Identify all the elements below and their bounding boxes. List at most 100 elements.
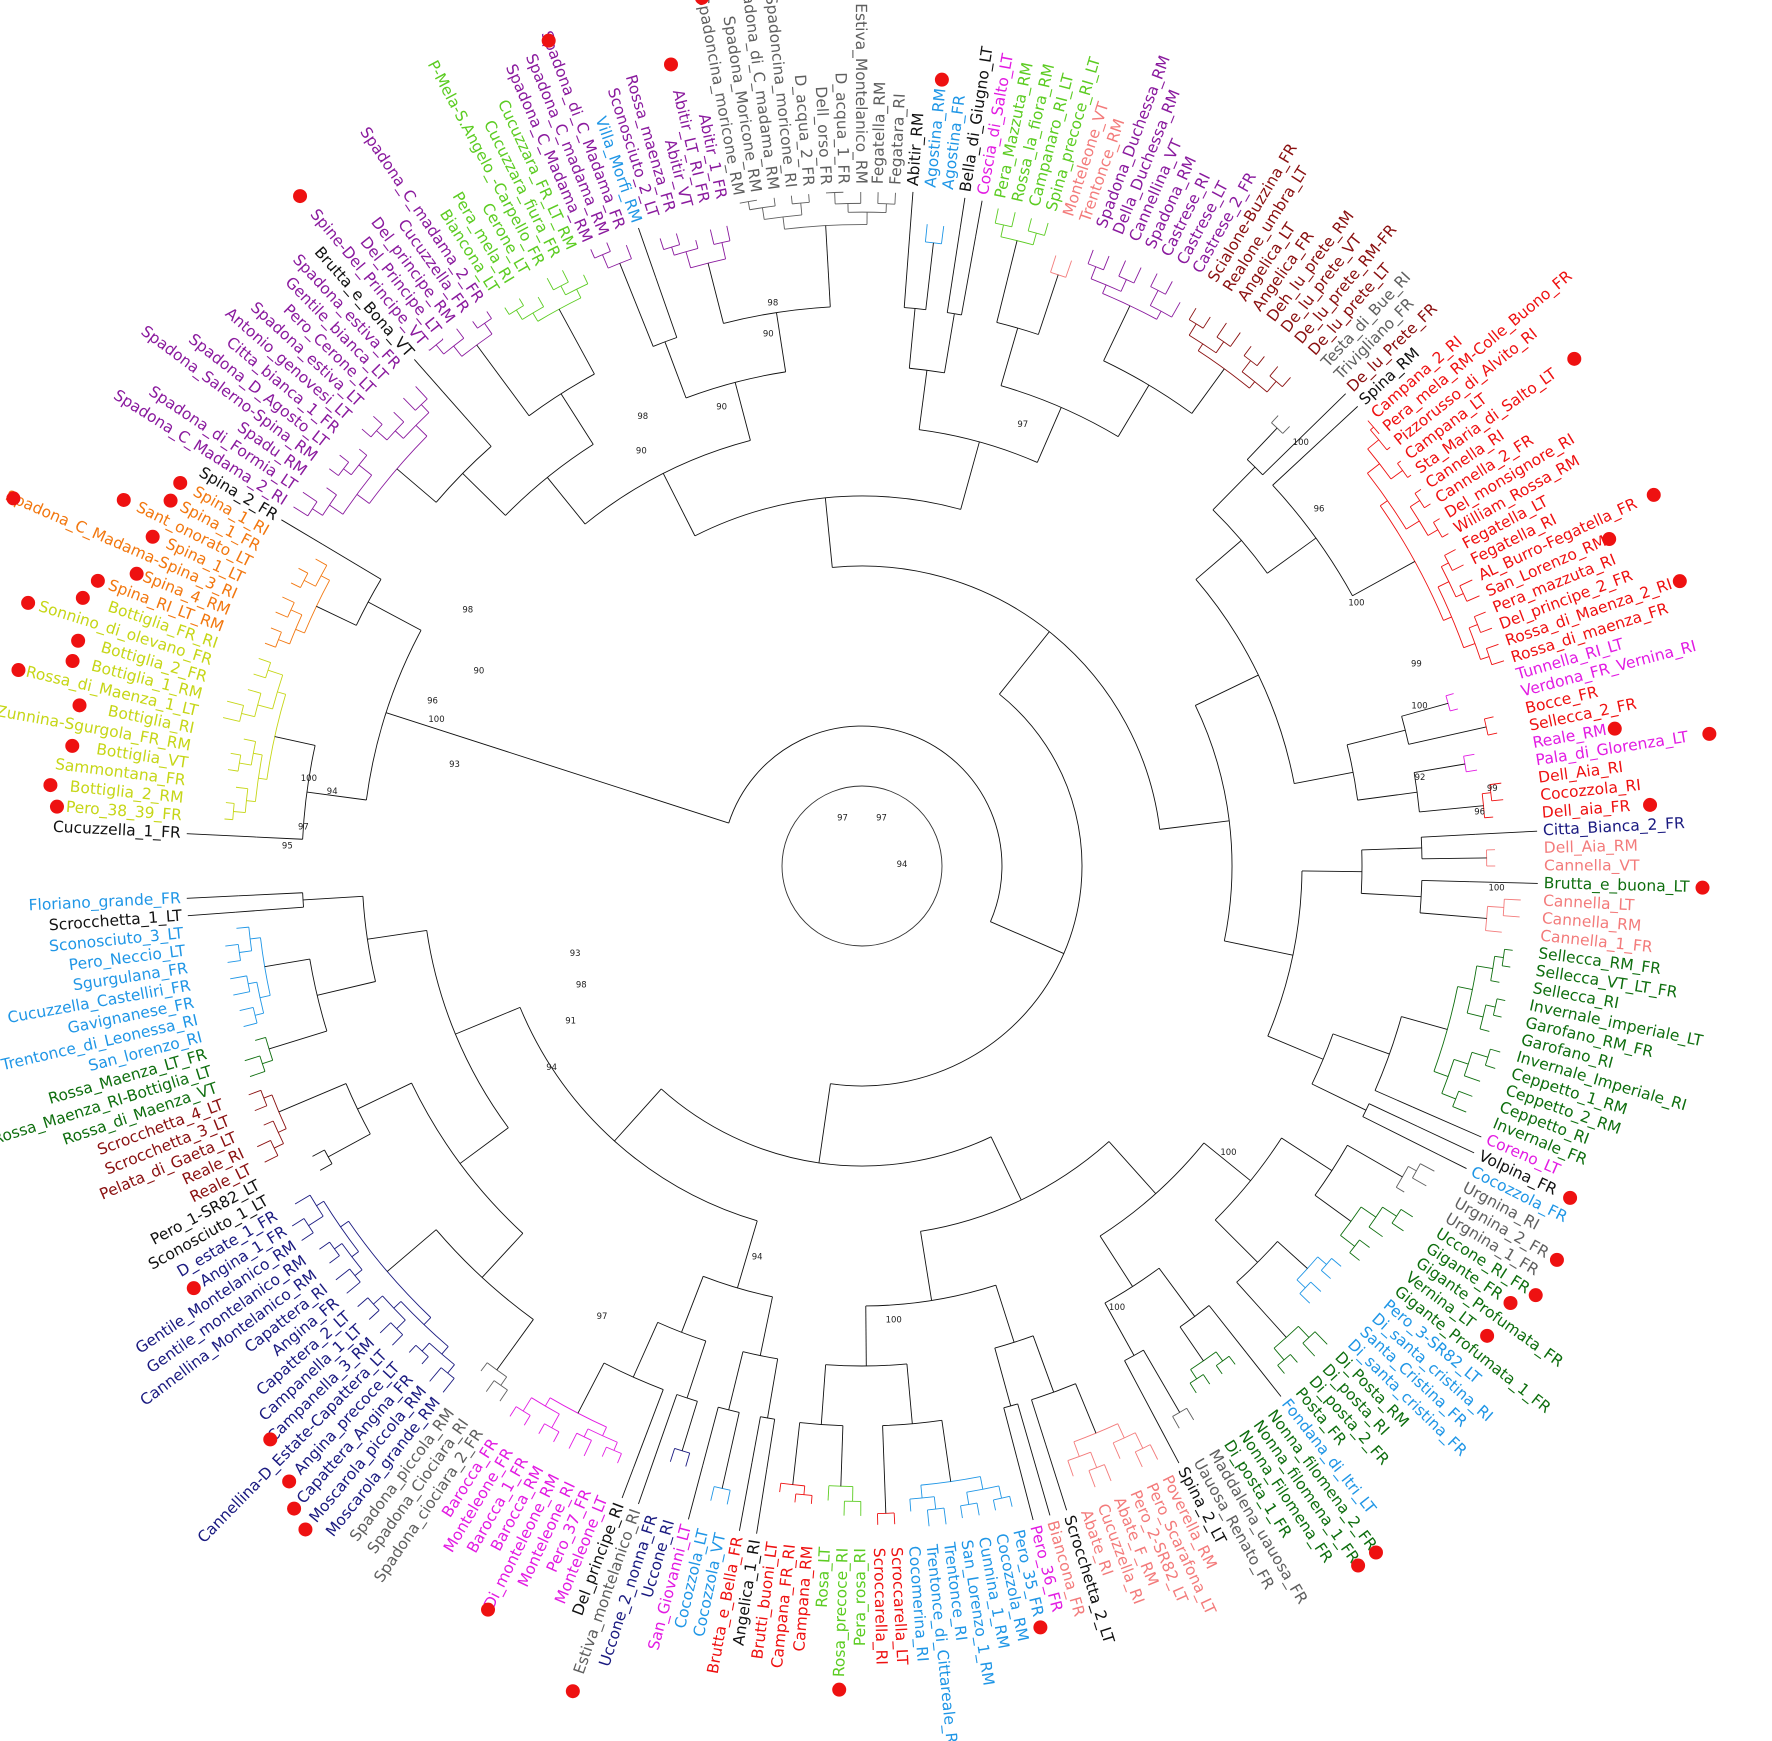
branch-arc [830, 693, 1083, 1087]
branch-line [306, 791, 367, 801]
branch-line [1455, 593, 1464, 598]
branch-line [1104, 1302, 1135, 1356]
branch-line [222, 717, 240, 722]
marker-dot [298, 1522, 313, 1537]
branch-line [1134, 1451, 1143, 1468]
branch-line [1490, 1048, 1501, 1053]
branch-line [239, 762, 252, 766]
branch-line [1424, 503, 1431, 509]
branch-arc [338, 461, 350, 476]
branch-line [264, 1155, 279, 1163]
branch-line [1408, 726, 1487, 745]
branch-line [1504, 948, 1513, 951]
branch-line [1230, 332, 1241, 347]
branch-arc [1236, 1241, 1278, 1283]
branch-line [1480, 627, 1493, 633]
branch-line [906, 1363, 913, 1424]
branch-line [1433, 1071, 1449, 1077]
branch-line [246, 800, 256, 803]
branch-line [1246, 427, 1278, 460]
branch-line [1298, 1326, 1310, 1338]
branch-arc [1150, 286, 1166, 295]
branch-line [960, 1505, 963, 1519]
branch-line [186, 833, 257, 838]
branch-line [779, 1483, 782, 1493]
branch-line [293, 506, 309, 517]
branch-line [1401, 702, 1449, 717]
branch-arc [342, 474, 373, 515]
branch-line [1112, 1442, 1121, 1459]
branch-line [278, 1083, 347, 1113]
branch-line [263, 1094, 273, 1099]
branch-line [243, 738, 256, 742]
branch-line [1464, 1075, 1481, 1082]
bootstrap-value: 95 [282, 841, 293, 851]
bootstrap-value: 94 [897, 860, 908, 870]
branch-line [1412, 1106, 1482, 1138]
branch-line [685, 251, 692, 268]
branch-line [662, 473, 696, 537]
branch-arc [349, 1268, 361, 1283]
branch-line [1044, 222, 1049, 236]
branch-line [1281, 1137, 1333, 1172]
branch-line [1452, 1106, 1467, 1113]
branch-line [282, 596, 295, 603]
branch-line [247, 689, 262, 694]
branch-arc [1194, 705, 1233, 942]
branch-line [577, 1362, 605, 1414]
marker-dot [934, 72, 949, 87]
branch-line [1367, 439, 1380, 450]
branch-line [1149, 290, 1159, 306]
branch-arc [1401, 716, 1410, 745]
branch-line [1272, 427, 1335, 486]
branch-line [244, 1055, 261, 1062]
branch-line [1224, 940, 1293, 956]
branch-line [357, 1082, 412, 1110]
branch-line [1102, 284, 1107, 294]
branch-line [1480, 656, 1490, 660]
branch-line [675, 233, 681, 245]
branch-arc [685, 371, 786, 399]
leaf-label: Pera_rosa_RI [851, 1548, 870, 1646]
leaf-label: Brutta_e_buona_LT [1544, 874, 1691, 897]
branch-line [1443, 616, 1452, 621]
branch-arc [1444, 555, 1453, 571]
branch-line [1282, 377, 1291, 388]
bootstrap-value: 94 [546, 1063, 557, 1073]
branch-line [373, 416, 383, 425]
branch-arc [1459, 585, 1468, 602]
bootstrap-value: 94 [752, 1253, 763, 1263]
marker-dot [1607, 721, 1622, 736]
branch-line [655, 277, 678, 338]
branch-line [702, 1407, 719, 1466]
branch-arc [440, 1367, 455, 1379]
branch-line [1452, 564, 1464, 571]
branch-line [1400, 1208, 1413, 1218]
branch-line [459, 1127, 509, 1164]
branch-line [1038, 1477, 1051, 1516]
branch-arc [1102, 292, 1157, 320]
branch-line [820, 1364, 827, 1425]
bootstrap-value: 100 [1348, 599, 1364, 609]
marker-dot [1368, 1545, 1383, 1560]
branch-line [1504, 898, 1521, 901]
branch-arc [663, 244, 680, 250]
branch-line [1421, 833, 1476, 838]
branch-line [1503, 915, 1520, 918]
branch-line [1485, 930, 1502, 933]
bootstrap-value: 100 [301, 774, 317, 784]
bootstrap-value: 90 [716, 402, 727, 412]
branch-line [1216, 322, 1227, 338]
branch-line [1267, 537, 1317, 574]
branch-line [1340, 1235, 1355, 1247]
branch-arc [1368, 1206, 1383, 1228]
branch-arc [365, 630, 422, 801]
branch-line [1143, 1349, 1181, 1413]
branch-line [335, 1268, 350, 1281]
branch-line [976, 1503, 980, 1516]
branch-line [1294, 771, 1354, 784]
branch-line [995, 1285, 1015, 1343]
branch-line [435, 344, 445, 355]
branch-line [761, 207, 765, 220]
branch-line [1277, 1241, 1308, 1269]
